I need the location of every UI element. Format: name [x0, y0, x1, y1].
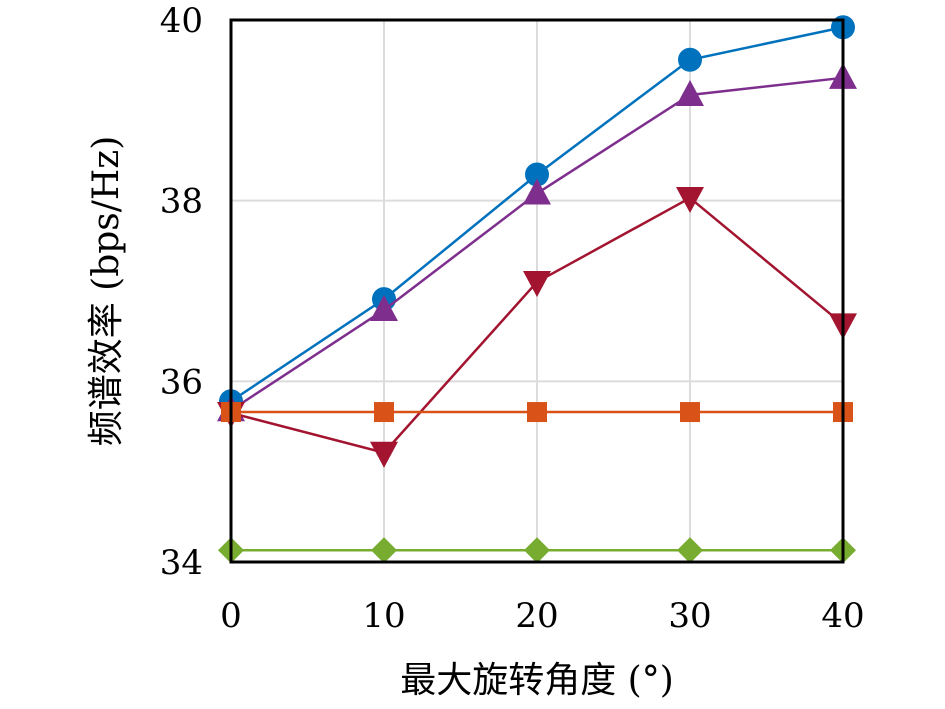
data-point-triangle-down	[523, 270, 551, 297]
data-point-square	[374, 402, 394, 423]
data-point-triangle-up	[370, 294, 398, 321]
y-tick-label: 40	[160, 1, 203, 41]
tick-labels: 0 10 20 30 40 34 36 38 40	[160, 1, 865, 636]
data-point-square	[527, 402, 547, 423]
x-tick-label: 40	[821, 596, 864, 636]
data-point-triangle-down	[370, 441, 398, 468]
x-axis-label: 最大旋转角度 (°)	[400, 660, 674, 701]
data-point-triangle-down	[676, 186, 704, 213]
x-tick-label: 30	[668, 596, 711, 636]
data-point-circle	[525, 162, 549, 187]
data-point-diamond	[677, 537, 703, 564]
data-point-circle	[678, 47, 702, 72]
data-point-triangle-up	[676, 79, 704, 106]
data-point-triangle-up	[523, 178, 551, 205]
data-point-diamond	[371, 537, 397, 564]
x-tick-label: 20	[515, 596, 558, 636]
x-tick-label: 0	[220, 596, 242, 636]
series-orange-square	[221, 402, 853, 423]
data-point-square	[680, 402, 700, 423]
plot-frame	[229, 18, 845, 564]
data-point-diamond	[524, 537, 550, 564]
y-tick-label: 36	[160, 362, 203, 402]
y-axis-label: 频谱效率 (bps/Hz)	[86, 136, 127, 447]
y-tick-label: 34	[160, 543, 203, 583]
y-tick-label: 38	[160, 182, 203, 222]
x-tick-label: 10	[362, 596, 405, 636]
series-green-diamond	[218, 537, 856, 564]
series-group	[217, 15, 857, 564]
